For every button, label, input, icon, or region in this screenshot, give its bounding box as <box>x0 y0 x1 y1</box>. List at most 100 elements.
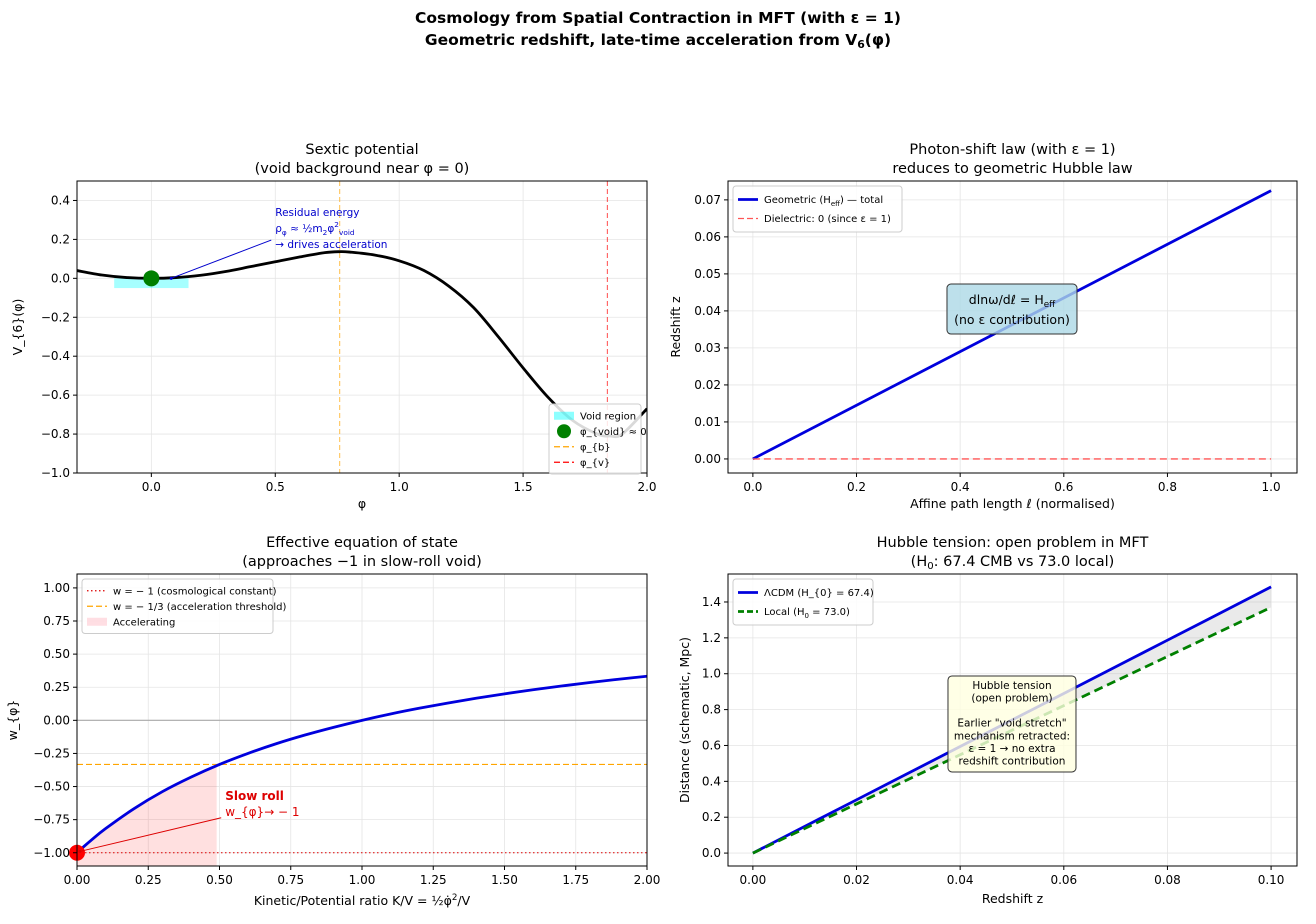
y-tick-label: 1.00 <box>43 581 70 595</box>
data-point-marker <box>143 270 160 287</box>
y-tick-label: 0.75 <box>43 614 70 628</box>
x-tick-label: 2.00 <box>634 873 661 887</box>
y-tick-label: 0.2 <box>51 232 70 246</box>
y-tick-label: 0.07 <box>694 193 721 207</box>
legend-label: w = − 1/3 (acceleration threshold) <box>113 602 287 613</box>
x-tick-label: 0.06 <box>1050 873 1077 887</box>
annotation-arrow-head <box>169 276 173 280</box>
annotation-text: Residual energy <box>275 207 359 219</box>
x-tick-label: 1.0 <box>1262 480 1281 494</box>
annotation-arrow-head <box>78 849 82 853</box>
subplots: 0.0 0.5 1.0 1.5 2.0−1.0−0.8−0.6−0.4−0.20.00.… <box>5 142 1298 908</box>
y-tick-label: 0.00 <box>694 452 721 466</box>
x-tick-label: 0.08 <box>1154 873 1181 887</box>
x-tick-label: 0.6 <box>1054 480 1073 494</box>
legend-swatch-patch <box>87 617 107 626</box>
x-tick-label: 0.4 <box>951 480 970 494</box>
y-tick-label: 0.06 <box>694 230 721 244</box>
legend-frame <box>732 185 903 233</box>
legend-label: φ_{v} <box>580 458 610 469</box>
y-tick-label: 0.05 <box>694 267 721 281</box>
info-textbox-line: dlnω/dℓ = Heff <box>969 292 1056 310</box>
x-tick-label: 1.50 <box>491 873 518 887</box>
legend-label: ΛCDM (H_{0} = 67.4) <box>764 588 874 599</box>
annotation-arrow <box>79 817 222 852</box>
y-tick-label: −0.8 <box>41 427 70 441</box>
axes-frame <box>727 573 1298 867</box>
legend-frame <box>732 578 874 626</box>
subplot-2: 0.0 0.2 0.4 0.6 0.8 1.0 0.00 0.01 0.02 0.03 0.04 0.… <box>668 142 1298 511</box>
legend-label: Dielectric: 0 (since ε = 1) <box>764 214 891 225</box>
series-line-1 <box>77 674 647 854</box>
info-textbox-line: redshift contribution <box>959 756 1066 768</box>
subplot-title: Hubble tension: open problem in MFT <box>877 535 1149 551</box>
x-tick-label: 0.10 <box>1258 873 1285 887</box>
annotation-text: → drives acceleration <box>275 239 387 251</box>
x-tick-label: 0.04 <box>947 873 974 887</box>
x-tick-label: 1.25 <box>420 873 447 887</box>
y-tick-label: −1.00 <box>33 846 70 860</box>
y-tick-label: 0.4 <box>51 193 70 207</box>
x-tick-label: 0.00 <box>64 873 91 887</box>
x-tick-label: 0.0 <box>142 480 161 494</box>
y-tick-label: 0.02 <box>694 378 721 392</box>
x-axis-label: Affine path length ℓ (normalised) <box>910 496 1115 511</box>
y-tick-label: −0.50 <box>33 780 70 794</box>
y-tick-label: 0.50 <box>43 647 70 661</box>
info-textbox-line: Hubble tension <box>972 680 1051 692</box>
legend-frame <box>548 403 642 475</box>
x-tick-label: 0.25 <box>135 873 162 887</box>
y-tick-label: 0.6 <box>702 738 721 752</box>
x-tick-label: 0.50 <box>206 873 233 887</box>
legend: Void region φ_{void} ≈ 0 φ_{b} φ_{v} <box>548 403 647 475</box>
info-textbox-line: Earlier "void stretch" <box>957 718 1066 730</box>
subplot-title: (approaches −1 in slow-roll void) <box>242 554 481 570</box>
legend-label: φ_{b} <box>580 442 611 453</box>
annotation-text: Slow roll <box>225 789 284 803</box>
y-tick-label: −0.75 <box>33 813 70 827</box>
y-axis-label: V_{6}(φ) <box>10 299 25 356</box>
y-tick-label: 0.4 <box>702 774 721 788</box>
y-tick-label: 0.25 <box>43 680 70 694</box>
y-tick-label: −0.6 <box>41 388 70 402</box>
legend-label: Local (H0 = 73.0) <box>764 607 850 620</box>
y-tick-label: −0.2 <box>41 310 70 324</box>
subplot-4: 0.00 0.02 0.04 0.06 0.08 0.10 0.0 0.2 0.4 0.6 0.8 1… <box>677 535 1298 906</box>
subplot-title: (void background near φ = 0) <box>255 161 470 177</box>
legend: Geometric (Heff) — total Dielectric: 0 (s… <box>732 185 903 233</box>
legend: ΛCDM (H_{0} = 67.4) Local (H0 = 73.0) <box>732 578 874 626</box>
info-textbox <box>947 675 1077 773</box>
subplot-title: Photon-shift law (with ε = 1) <box>909 142 1115 158</box>
y-tick-label: 0.01 <box>694 415 721 429</box>
y-tick-label: 0.2 <box>702 810 721 824</box>
info-textbox-line: (open problem) <box>971 693 1052 705</box>
x-tick-label: 1.0 <box>390 480 409 494</box>
x-axis-label: Redshift z <box>982 891 1044 906</box>
x-tick-label: 1.75 <box>562 873 589 887</box>
subplot-title: (H0: 67.4 CMB vs 73.0 local) <box>911 554 1115 572</box>
legend: w = − 1 (cosmological constant) w = − 1/3… <box>81 578 287 634</box>
x-tick-label: 0.0 <box>743 480 762 494</box>
y-tick-label: 0.0 <box>702 846 721 860</box>
legend-swatch-patch <box>554 411 574 420</box>
subplot-title: Effective equation of state <box>266 535 458 551</box>
y-tick-label: 1.4 <box>702 595 721 609</box>
y-tick-label: 0.8 <box>702 703 721 717</box>
axes-frame <box>76 180 648 474</box>
y-tick-label: 0.03 <box>694 341 721 355</box>
x-axis-label: Kinetic/Potential ratio K/V = ½φ̇2/V <box>254 893 471 908</box>
x-tick-label: 1.00 <box>349 873 376 887</box>
legend-label: Accelerating <box>113 617 175 628</box>
info-textbox-line: mechanism retracted: <box>954 730 1070 742</box>
x-tick-label: 0.02 <box>843 873 870 887</box>
plot-content <box>77 674 647 866</box>
subplot-title: reduces to geometric Hubble law <box>892 161 1132 177</box>
annotation-arrow <box>170 239 272 279</box>
figure-title-line1: Cosmology from Spatial Contraction in MF… <box>415 9 901 27</box>
y-tick-label: 0.0 <box>51 271 70 285</box>
axes-frame <box>727 180 1298 474</box>
annotation-text: ρφ ≈ ½m2φ2void <box>275 220 354 237</box>
x-tick-label: 1.5 <box>514 480 533 494</box>
y-tick-label: 0.00 <box>43 713 70 727</box>
